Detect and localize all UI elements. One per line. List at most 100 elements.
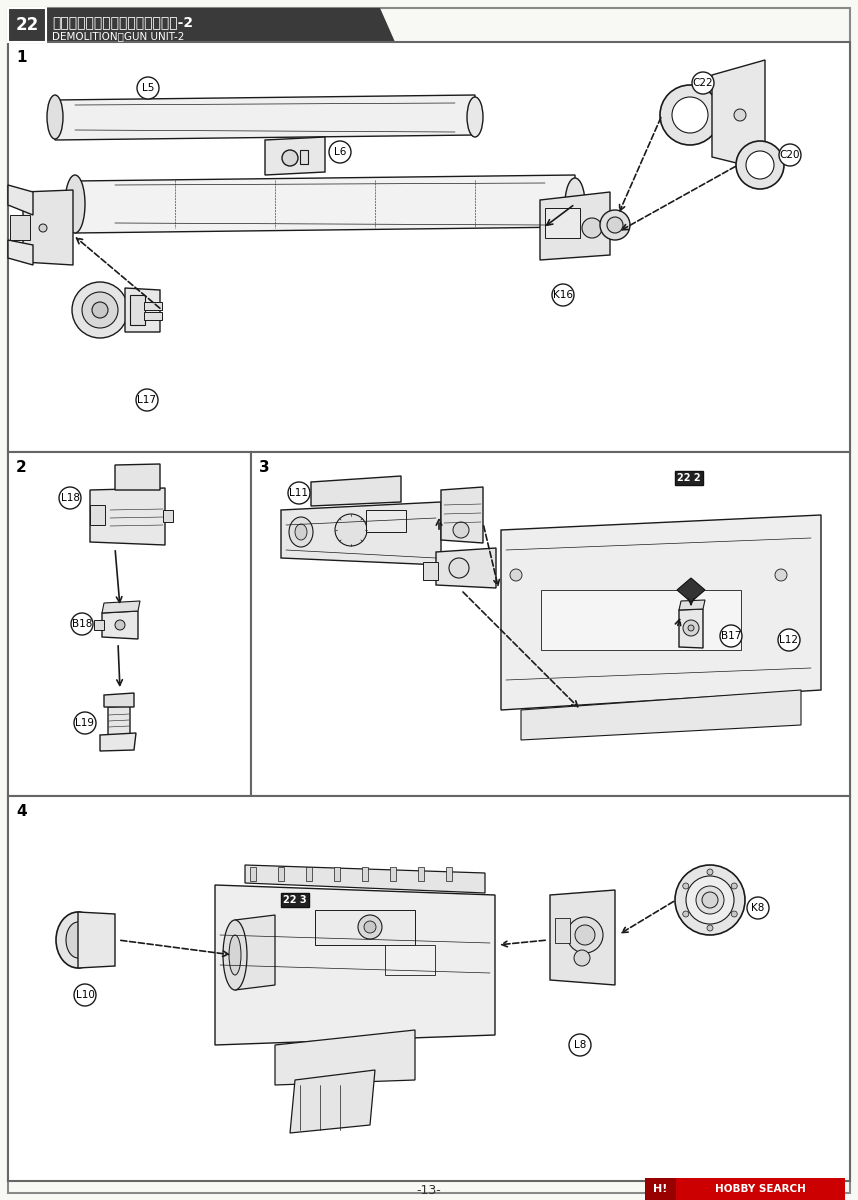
- Ellipse shape: [574, 950, 590, 966]
- Polygon shape: [23, 190, 73, 265]
- Polygon shape: [441, 487, 483, 542]
- Bar: [8, 452, 251, 796]
- Bar: [390, 866, 396, 881]
- Circle shape: [779, 144, 801, 166]
- Bar: [144, 312, 162, 320]
- Bar: [8, 8, 46, 42]
- Text: デモリッション・ガンの組み立て-2: デモリッション・ガンの組み立て-2: [52, 14, 193, 29]
- Bar: [675, 470, 703, 485]
- Polygon shape: [102, 601, 140, 613]
- Polygon shape: [108, 706, 130, 737]
- Text: L17: L17: [137, 395, 156, 404]
- Polygon shape: [8, 185, 33, 215]
- Text: B18: B18: [72, 619, 92, 629]
- Circle shape: [71, 613, 93, 635]
- Circle shape: [74, 984, 96, 1006]
- Text: K16: K16: [553, 290, 573, 300]
- Bar: [645, 1178, 675, 1200]
- Ellipse shape: [567, 917, 603, 953]
- Bar: [366, 510, 406, 532]
- Text: -13-: -13-: [417, 1183, 441, 1196]
- Ellipse shape: [686, 876, 734, 924]
- Text: 4: 4: [16, 804, 27, 818]
- Polygon shape: [215, 886, 495, 1045]
- Text: B17: B17: [721, 631, 741, 641]
- Ellipse shape: [746, 151, 774, 179]
- Ellipse shape: [731, 911, 737, 917]
- Ellipse shape: [289, 517, 313, 547]
- Polygon shape: [8, 8, 395, 42]
- Polygon shape: [115, 464, 160, 490]
- Circle shape: [778, 629, 800, 650]
- Text: K8: K8: [752, 902, 764, 913]
- Text: L6: L6: [334, 146, 346, 157]
- Polygon shape: [8, 240, 33, 265]
- Polygon shape: [677, 578, 705, 602]
- Polygon shape: [521, 690, 801, 740]
- Ellipse shape: [696, 886, 724, 914]
- Ellipse shape: [688, 625, 694, 631]
- Ellipse shape: [92, 302, 108, 318]
- Ellipse shape: [775, 569, 787, 581]
- Bar: [555, 918, 570, 943]
- Polygon shape: [679, 600, 705, 610]
- Bar: [541, 590, 741, 650]
- Polygon shape: [90, 488, 165, 545]
- Bar: [334, 866, 340, 881]
- Ellipse shape: [66, 922, 90, 958]
- Polygon shape: [501, 515, 821, 710]
- Ellipse shape: [702, 892, 718, 908]
- Circle shape: [747, 898, 769, 919]
- Bar: [418, 866, 424, 881]
- Ellipse shape: [39, 224, 47, 232]
- Text: L19: L19: [76, 718, 94, 728]
- Text: L18: L18: [61, 493, 80, 503]
- Ellipse shape: [683, 911, 689, 917]
- Ellipse shape: [675, 865, 745, 935]
- Polygon shape: [245, 865, 485, 893]
- Polygon shape: [55, 95, 475, 140]
- Bar: [645, 1178, 845, 1200]
- Polygon shape: [78, 912, 115, 968]
- Polygon shape: [281, 502, 441, 565]
- Circle shape: [136, 389, 158, 410]
- Bar: [251, 452, 850, 796]
- Ellipse shape: [115, 620, 125, 630]
- Ellipse shape: [510, 569, 522, 581]
- Ellipse shape: [600, 210, 630, 240]
- Bar: [362, 866, 368, 881]
- Polygon shape: [540, 192, 610, 260]
- Bar: [423, 562, 438, 580]
- Ellipse shape: [734, 109, 746, 121]
- Bar: [281, 893, 309, 907]
- Text: L5: L5: [142, 83, 154, 92]
- Circle shape: [288, 482, 310, 504]
- Bar: [10, 215, 30, 240]
- Ellipse shape: [565, 178, 585, 230]
- Ellipse shape: [223, 920, 247, 990]
- Ellipse shape: [47, 95, 63, 139]
- Ellipse shape: [453, 522, 469, 538]
- Polygon shape: [75, 175, 575, 233]
- Ellipse shape: [282, 150, 298, 166]
- Polygon shape: [436, 548, 496, 588]
- Polygon shape: [125, 288, 160, 332]
- Text: 1: 1: [16, 50, 27, 65]
- Circle shape: [720, 625, 742, 647]
- Ellipse shape: [575, 925, 595, 946]
- Bar: [545, 208, 580, 238]
- Ellipse shape: [56, 912, 100, 968]
- Bar: [385, 946, 435, 974]
- Ellipse shape: [335, 514, 367, 546]
- Text: 3: 3: [259, 460, 269, 475]
- Bar: [130, 295, 145, 325]
- Circle shape: [74, 712, 96, 734]
- Text: H!: H!: [653, 1184, 668, 1194]
- Ellipse shape: [82, 292, 118, 328]
- Ellipse shape: [582, 218, 602, 238]
- Ellipse shape: [672, 97, 708, 133]
- Circle shape: [552, 284, 574, 306]
- Polygon shape: [102, 611, 138, 638]
- Text: L8: L8: [574, 1040, 586, 1050]
- Ellipse shape: [683, 883, 689, 889]
